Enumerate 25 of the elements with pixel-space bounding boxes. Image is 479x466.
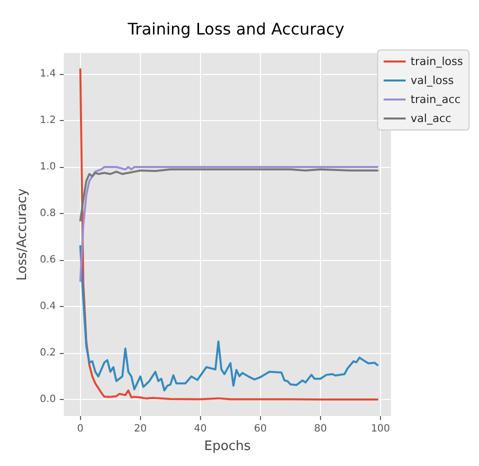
- line-series: [79, 245, 378, 392]
- x-tick-label: 60: [254, 424, 267, 434]
- y-tick-label: 0.2: [40, 348, 56, 359]
- y-tick-label: 0.4: [40, 301, 56, 312]
- y-tick-label: 1.4: [40, 68, 56, 80]
- legend-label: val_loss: [410, 74, 454, 87]
- legend-label: val_acc: [410, 112, 452, 125]
- line-series: [79, 68, 378, 400]
- y-tick-label: 0.8: [40, 208, 56, 220]
- y-tick-label: 1.2: [40, 114, 56, 126]
- line-series: [79, 166, 378, 282]
- y-tick-label: 0.0: [40, 394, 56, 406]
- legend-label: train_acc: [410, 93, 461, 106]
- chart-title: Training Loss and Accuracy: [126, 20, 344, 38]
- x-tick-label: 0: [77, 424, 84, 434]
- y-tick-label: 0.6: [40, 254, 56, 266]
- y-tick-label: 1.0: [40, 162, 56, 173]
- y-axis-title: Loss/Accuracy: [15, 188, 30, 281]
- x-tick-label: 40: [194, 424, 207, 434]
- x-tick-label: 20: [134, 424, 147, 434]
- x-axis-title: Epochs: [204, 439, 251, 454]
- x-tick-label: 80: [314, 424, 327, 434]
- line-series: [79, 168, 378, 222]
- x-tick-label: 100: [370, 424, 390, 434]
- legend-label: train_loss: [410, 55, 464, 68]
